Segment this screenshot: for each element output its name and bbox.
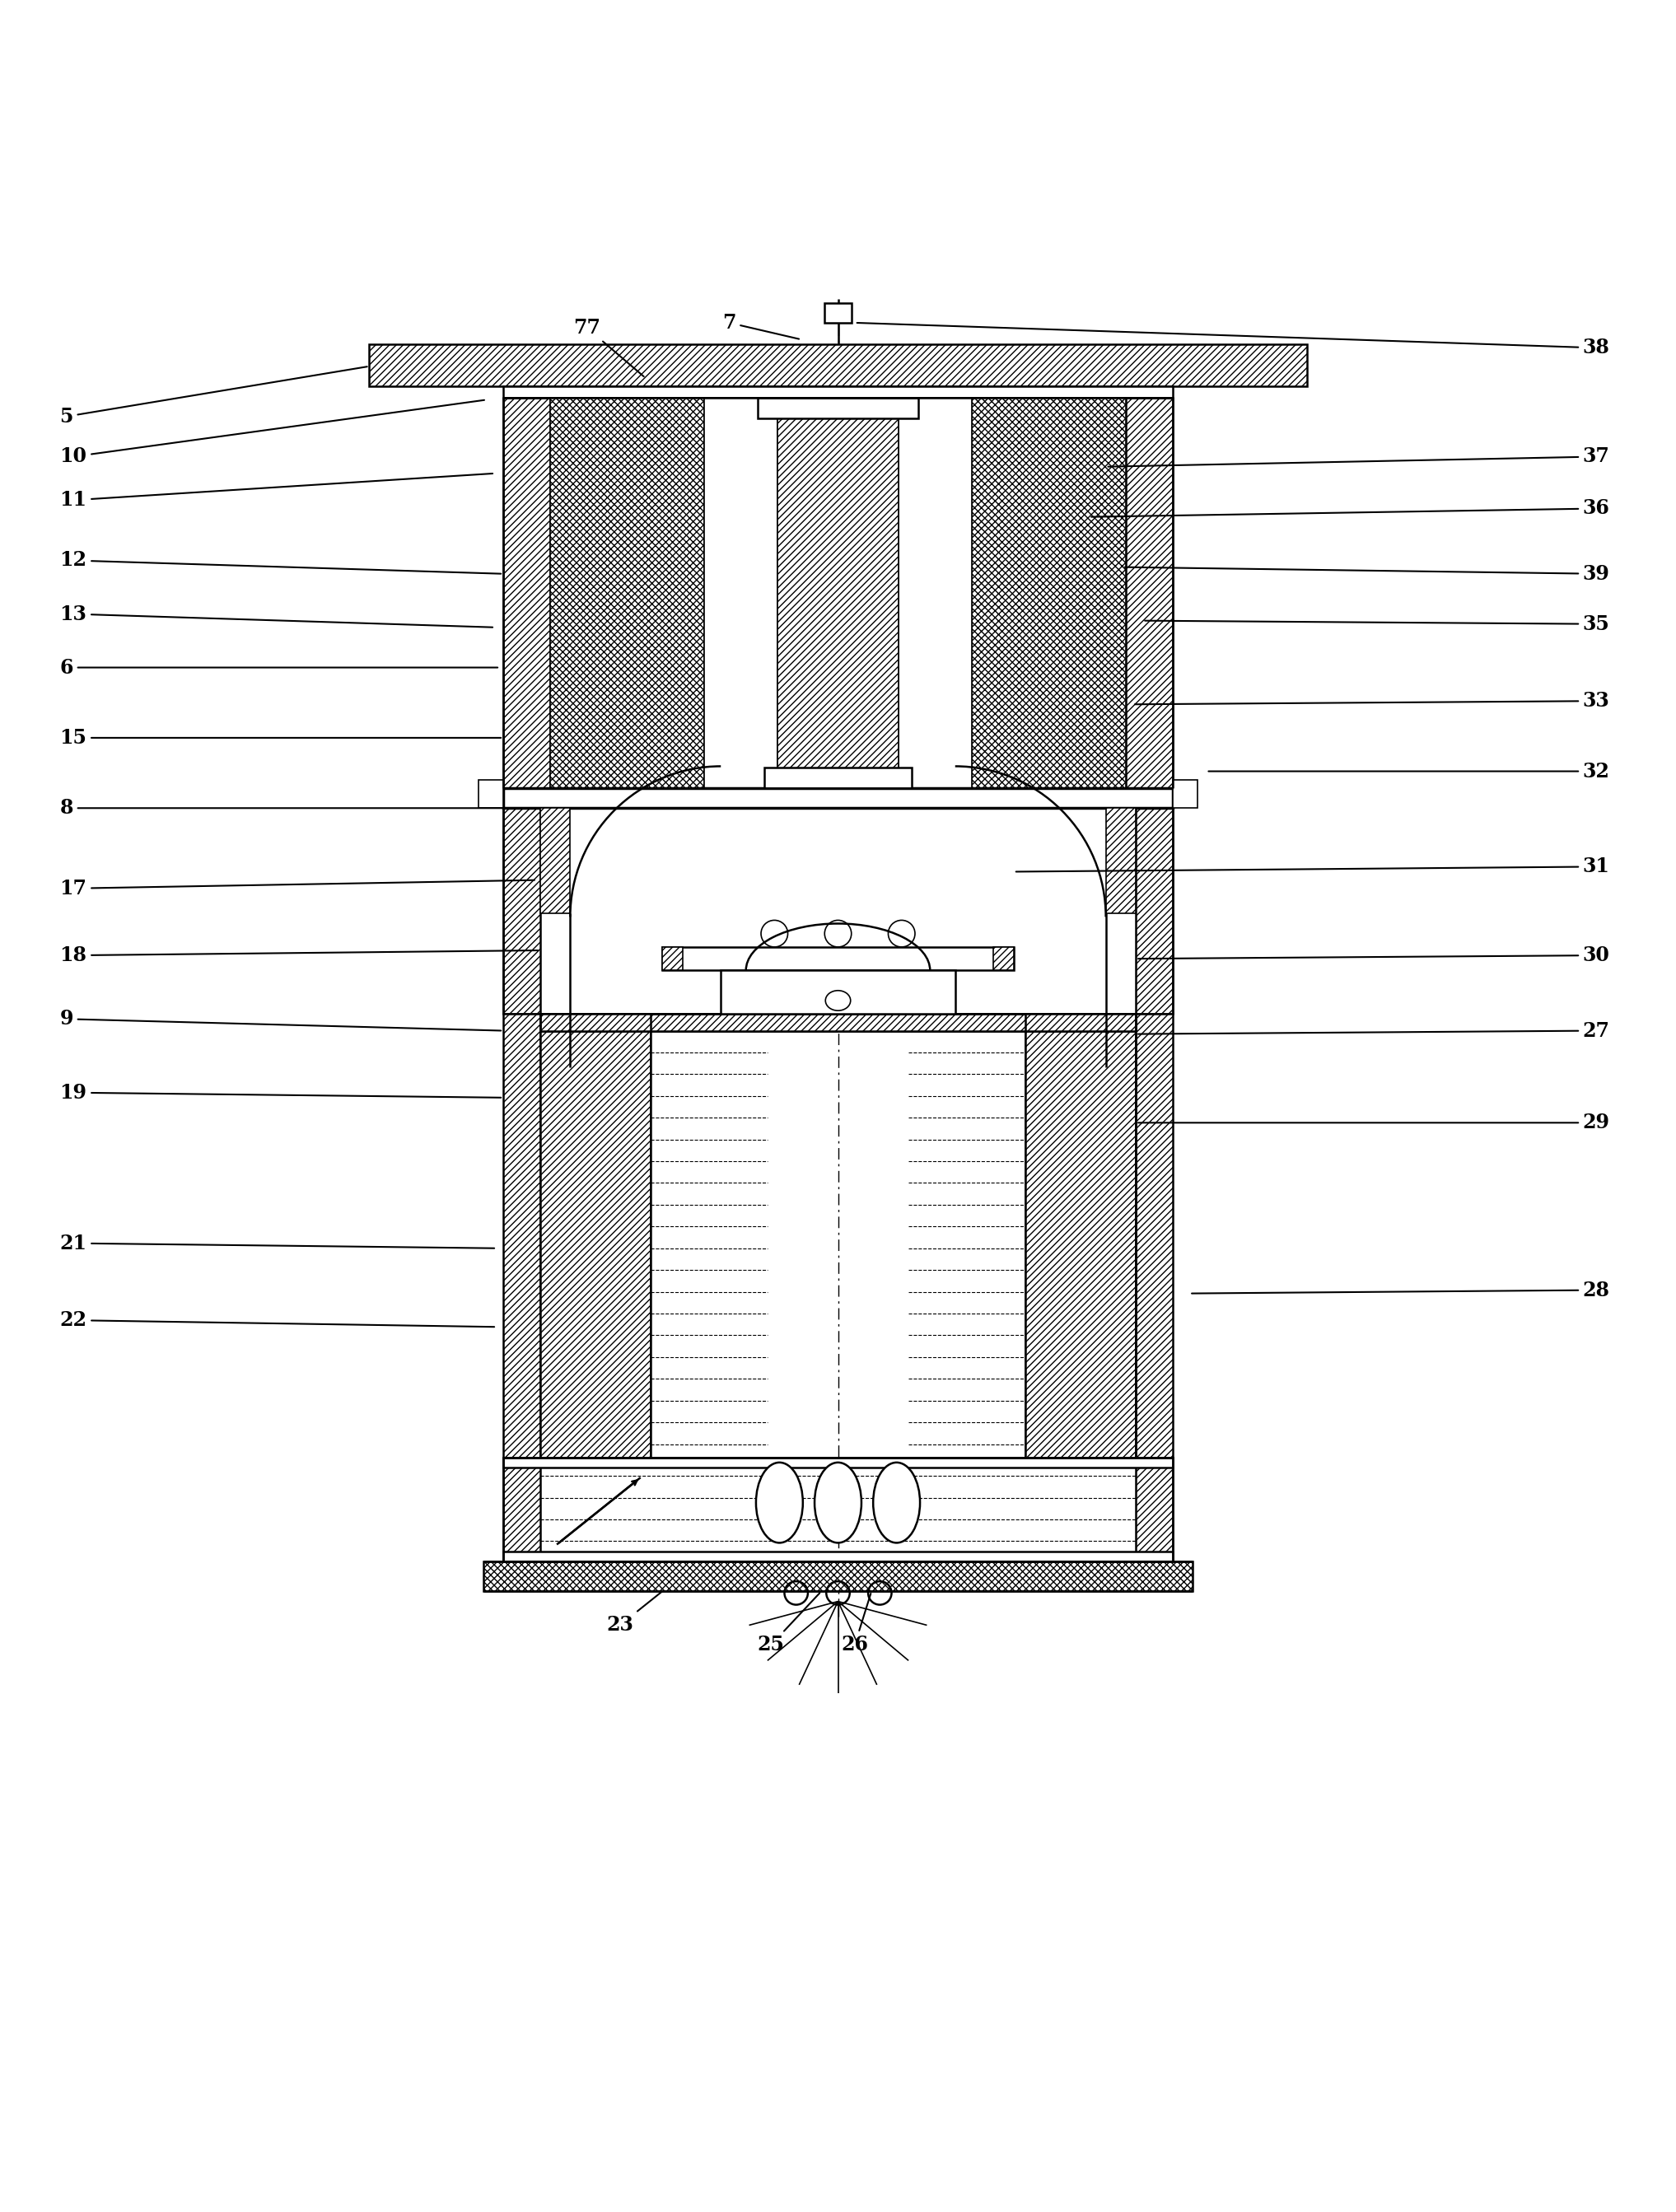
Bar (1136, 1458, 1173, 1562)
Text: 11: 11 (60, 473, 493, 511)
Bar (540, 1013, 650, 1458)
Bar (898, 398, 972, 787)
Bar (503, 1458, 1173, 1467)
Bar (550, 398, 704, 787)
Bar (369, 345, 1307, 387)
Text: 8: 8 (60, 799, 504, 818)
Text: 32: 32 (1208, 761, 1611, 781)
Bar (540, 1013, 1136, 1031)
Bar (503, 1551, 1173, 1562)
Bar (503, 398, 550, 787)
Text: 25: 25 (758, 1593, 820, 1655)
Text: 39: 39 (1125, 564, 1611, 584)
Bar (994, 947, 1014, 971)
Bar (570, 807, 1106, 1013)
Text: 37: 37 (1108, 447, 1611, 467)
Bar (1173, 779, 1198, 807)
Bar (778, 398, 898, 787)
Bar (503, 1013, 540, 1458)
Bar (758, 398, 918, 418)
Text: 18: 18 (60, 945, 538, 964)
Text: 10: 10 (60, 400, 484, 467)
Ellipse shape (815, 1462, 861, 1542)
Text: 5: 5 (60, 367, 367, 427)
Bar (972, 398, 1126, 787)
Bar (540, 1013, 1136, 1031)
Ellipse shape (826, 991, 850, 1011)
Text: 7: 7 (722, 312, 799, 338)
Text: 36: 36 (1091, 498, 1611, 518)
Ellipse shape (756, 1462, 803, 1542)
Text: 17: 17 (60, 878, 535, 898)
Text: 22: 22 (60, 1310, 494, 1329)
Bar (704, 398, 778, 787)
Bar (825, 303, 851, 323)
Text: 77: 77 (573, 319, 644, 376)
Bar (650, 1013, 664, 1458)
Bar (662, 947, 1014, 971)
Text: 21: 21 (60, 1234, 494, 1254)
Bar (483, 1562, 1193, 1590)
Bar (721, 971, 955, 1013)
Bar (1106, 807, 1136, 914)
Text: 35: 35 (1145, 615, 1609, 635)
Text: 27: 27 (1138, 1020, 1611, 1040)
Bar (764, 768, 912, 787)
Bar (662, 947, 682, 971)
Text: 15: 15 (60, 728, 501, 748)
Text: 12: 12 (60, 551, 501, 573)
Bar (540, 807, 570, 914)
Text: 23: 23 (607, 1573, 685, 1635)
Ellipse shape (873, 1462, 920, 1542)
Text: 33: 33 (1135, 690, 1609, 710)
Bar (1026, 1013, 1136, 1458)
Bar (503, 1458, 540, 1562)
Text: 28: 28 (1192, 1281, 1611, 1301)
Bar (1136, 1013, 1173, 1458)
Text: 9: 9 (60, 1009, 501, 1031)
Text: 6: 6 (60, 657, 498, 677)
Text: 26: 26 (841, 1593, 872, 1655)
Bar (478, 779, 503, 807)
Bar (503, 787, 1173, 807)
Text: 38: 38 (856, 323, 1611, 358)
Text: 29: 29 (1138, 1113, 1611, 1133)
Text: 19: 19 (60, 1082, 501, 1102)
Bar (1126, 398, 1173, 787)
Text: 31: 31 (1016, 856, 1611, 876)
Bar (1136, 807, 1173, 1013)
Text: 13: 13 (60, 604, 493, 628)
Bar (503, 807, 540, 1013)
Bar (503, 387, 1173, 398)
Text: 30: 30 (1138, 945, 1611, 964)
